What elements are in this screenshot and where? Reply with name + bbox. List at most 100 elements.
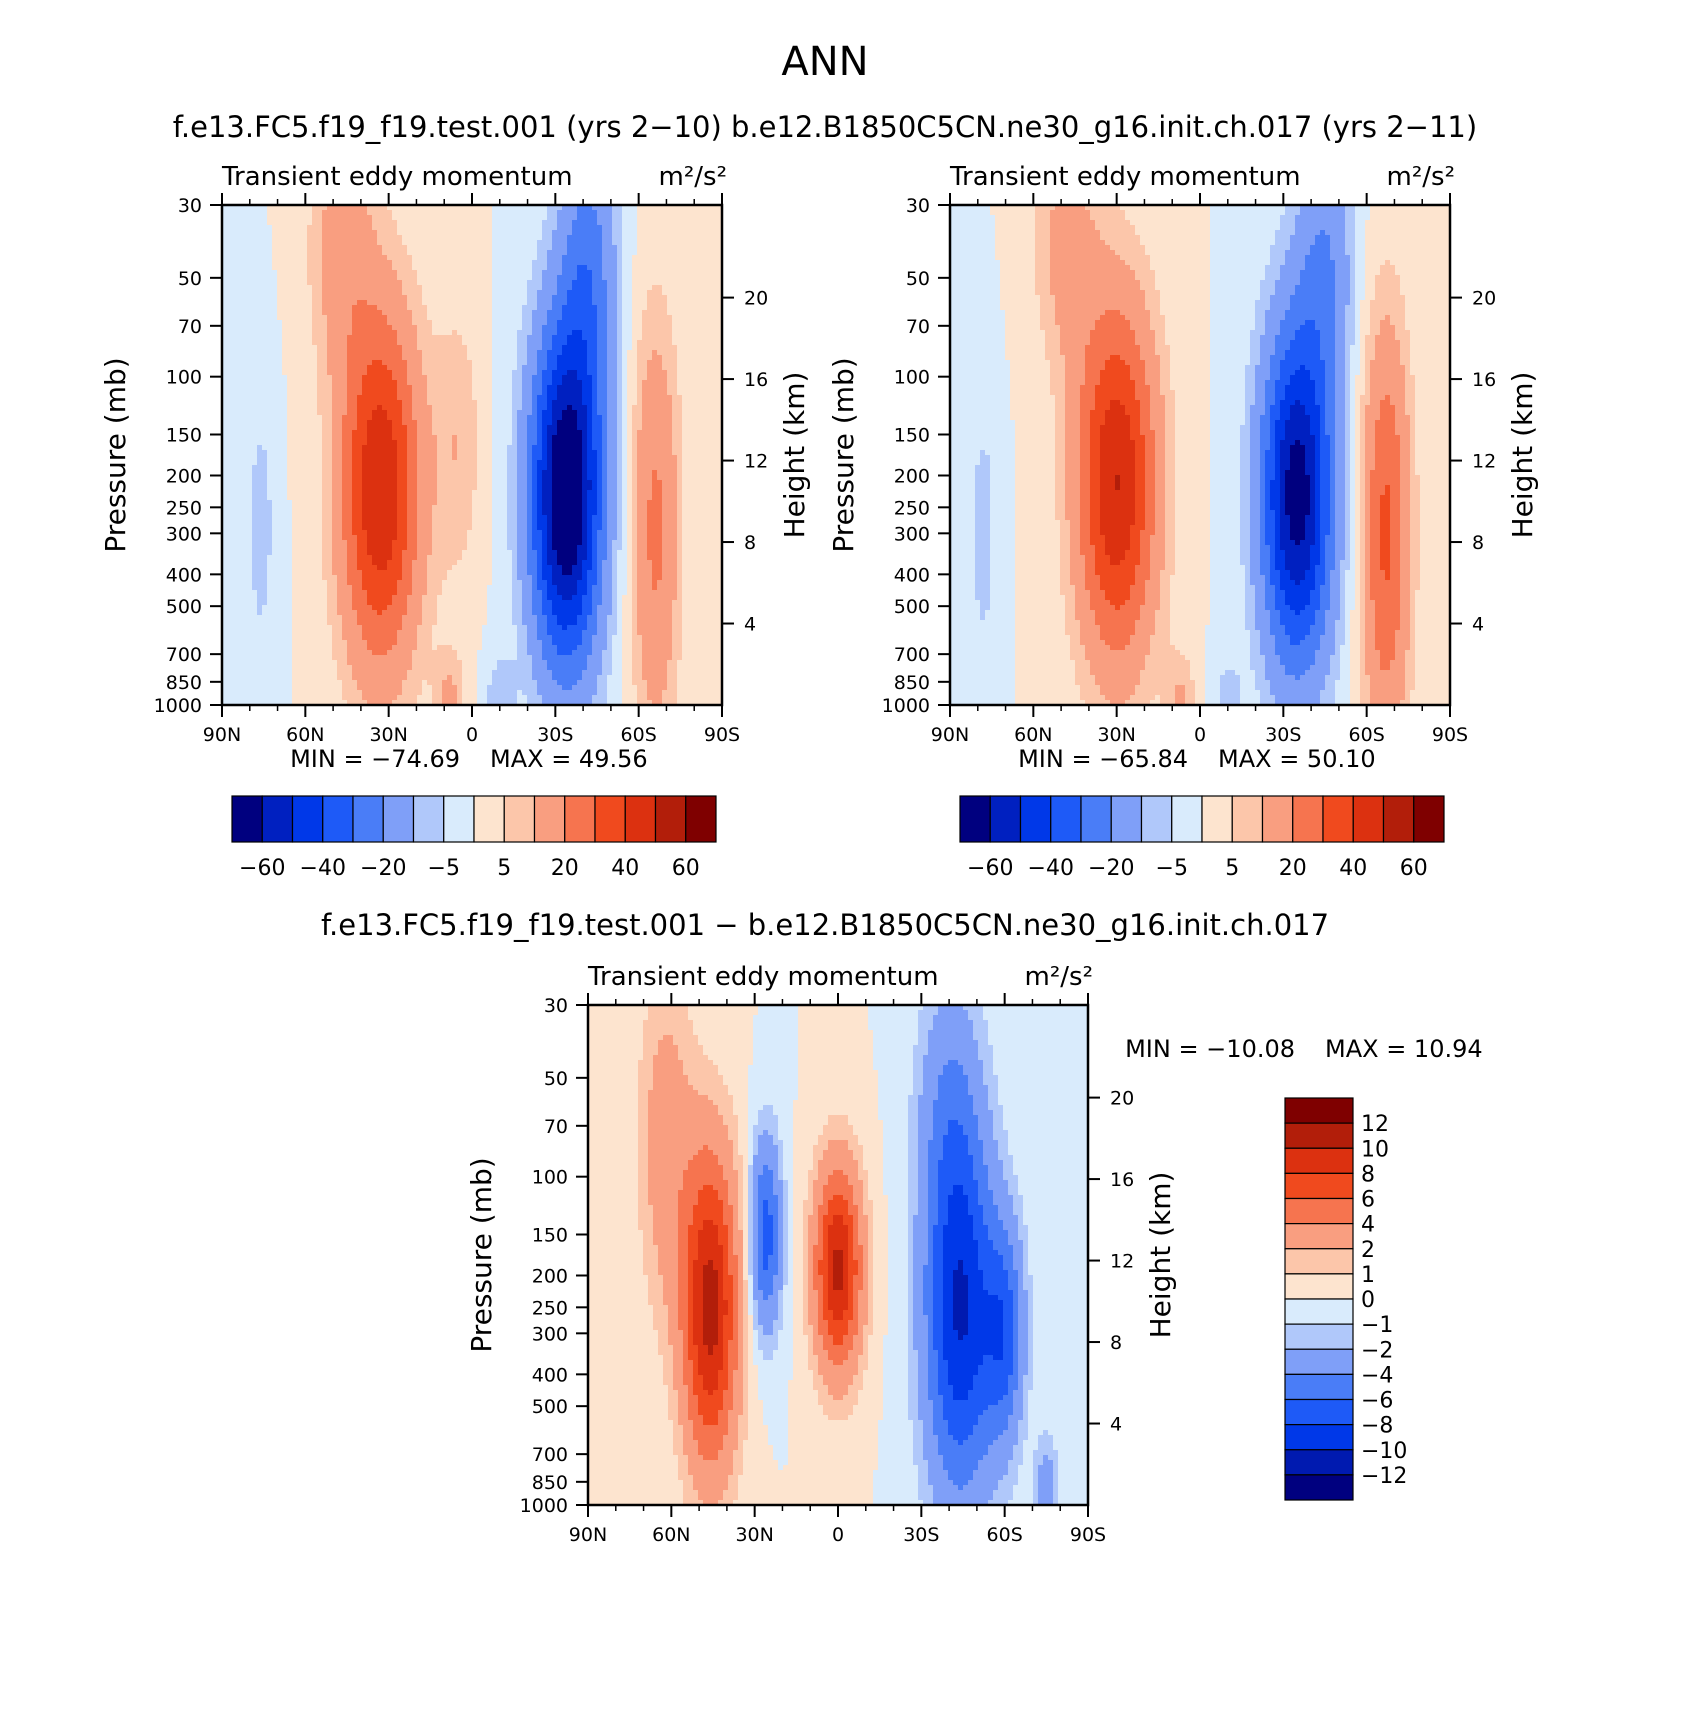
contour-cell [542, 345, 548, 351]
contour-cell [407, 400, 413, 406]
contour-cell [637, 290, 643, 296]
contour-cell [517, 415, 523, 421]
contour-cell [577, 435, 583, 441]
contour-cell [512, 350, 518, 356]
contour-cell [577, 325, 583, 331]
contour-cell [437, 215, 443, 221]
contour-cell [427, 340, 433, 346]
contour-cell [667, 205, 673, 211]
contour-cell [652, 290, 658, 296]
contour-cell [247, 445, 253, 451]
contour-cell [517, 220, 523, 226]
contour-cell [237, 310, 243, 316]
contour-cell [327, 350, 333, 356]
contour-cell [527, 320, 533, 326]
contour-cell [662, 300, 668, 306]
contour-cell [437, 295, 443, 301]
contour-cell [362, 325, 368, 331]
contour-cell [457, 380, 463, 386]
contour-cell [707, 255, 713, 261]
contour-cell [362, 210, 368, 216]
contour-cell [547, 435, 553, 441]
contour-cell [677, 280, 683, 286]
contour-cell [227, 220, 233, 226]
contour-cell [617, 375, 623, 381]
contour-cell [532, 365, 538, 371]
contour-cell [717, 215, 723, 221]
contour-cell [272, 395, 278, 401]
contour-cell [442, 235, 448, 241]
contour-cell [387, 245, 393, 251]
contour-cell [702, 390, 708, 396]
contour-cell [277, 405, 283, 411]
contour-cell [422, 325, 428, 331]
contour-cell [532, 390, 538, 396]
contour-cell [527, 250, 533, 256]
contour-cell [422, 275, 428, 281]
contour-cell [522, 400, 528, 406]
contour-cell [452, 430, 458, 436]
contour-cell [422, 265, 428, 271]
contour-cell [417, 390, 423, 396]
contour-cell [247, 260, 253, 266]
contour-cell [517, 335, 523, 341]
contour-cell [607, 220, 613, 226]
contour-cell [532, 425, 538, 431]
contour-cell [612, 370, 618, 376]
contour-cell [312, 300, 318, 306]
contour-cell [512, 435, 518, 441]
contour-cell [542, 445, 548, 451]
contour-cell [312, 435, 318, 441]
contour-cell [332, 320, 338, 326]
contour-cell [657, 320, 663, 326]
contour-cell [462, 425, 468, 431]
contour-cell [512, 325, 518, 331]
contour-cell [237, 410, 243, 416]
contour-cell [412, 410, 418, 416]
contour-cell [562, 335, 568, 341]
contour-cell [707, 420, 713, 426]
contour-cell [442, 350, 448, 356]
contour-cell [447, 425, 453, 431]
contour-cell [582, 315, 588, 321]
contour-cell [672, 225, 678, 231]
contour-cell [287, 220, 293, 226]
contour-cell [542, 215, 548, 221]
contour-cell [422, 240, 428, 246]
contour-cell [647, 315, 653, 321]
contour-cell [622, 390, 628, 396]
contour-cell [307, 305, 313, 311]
contour-cell [332, 220, 338, 226]
contour-cell [417, 355, 423, 361]
contour-cell [492, 420, 498, 426]
contour-cell [262, 230, 268, 236]
contour-cell [647, 300, 653, 306]
contour-cell [417, 340, 423, 346]
contour-cell [587, 360, 593, 366]
contour-cell [467, 320, 473, 326]
contour-cell [597, 335, 603, 341]
contour-cell [417, 245, 423, 251]
contour-cell [237, 280, 243, 286]
contour-cell [397, 370, 403, 376]
contour-cell [327, 405, 333, 411]
contour-cell [577, 445, 583, 451]
contour-cell [552, 215, 558, 221]
contour-cell [712, 345, 718, 351]
contour-cell [382, 225, 388, 231]
contour-cell [697, 400, 703, 406]
contour-cell [562, 340, 568, 346]
contour-cell [552, 255, 558, 261]
contour-cell [412, 250, 418, 256]
contour-cell [397, 380, 403, 386]
contour-cell [292, 205, 298, 211]
contour-cell [302, 265, 308, 271]
contour-cell [582, 325, 588, 331]
contour-cell [472, 445, 478, 451]
contour-cell [682, 420, 688, 426]
contour-cell [357, 275, 363, 281]
contour-cell [392, 440, 398, 446]
contour-cell [552, 340, 558, 346]
contour-cell [552, 280, 558, 286]
contour-cell [417, 410, 423, 416]
